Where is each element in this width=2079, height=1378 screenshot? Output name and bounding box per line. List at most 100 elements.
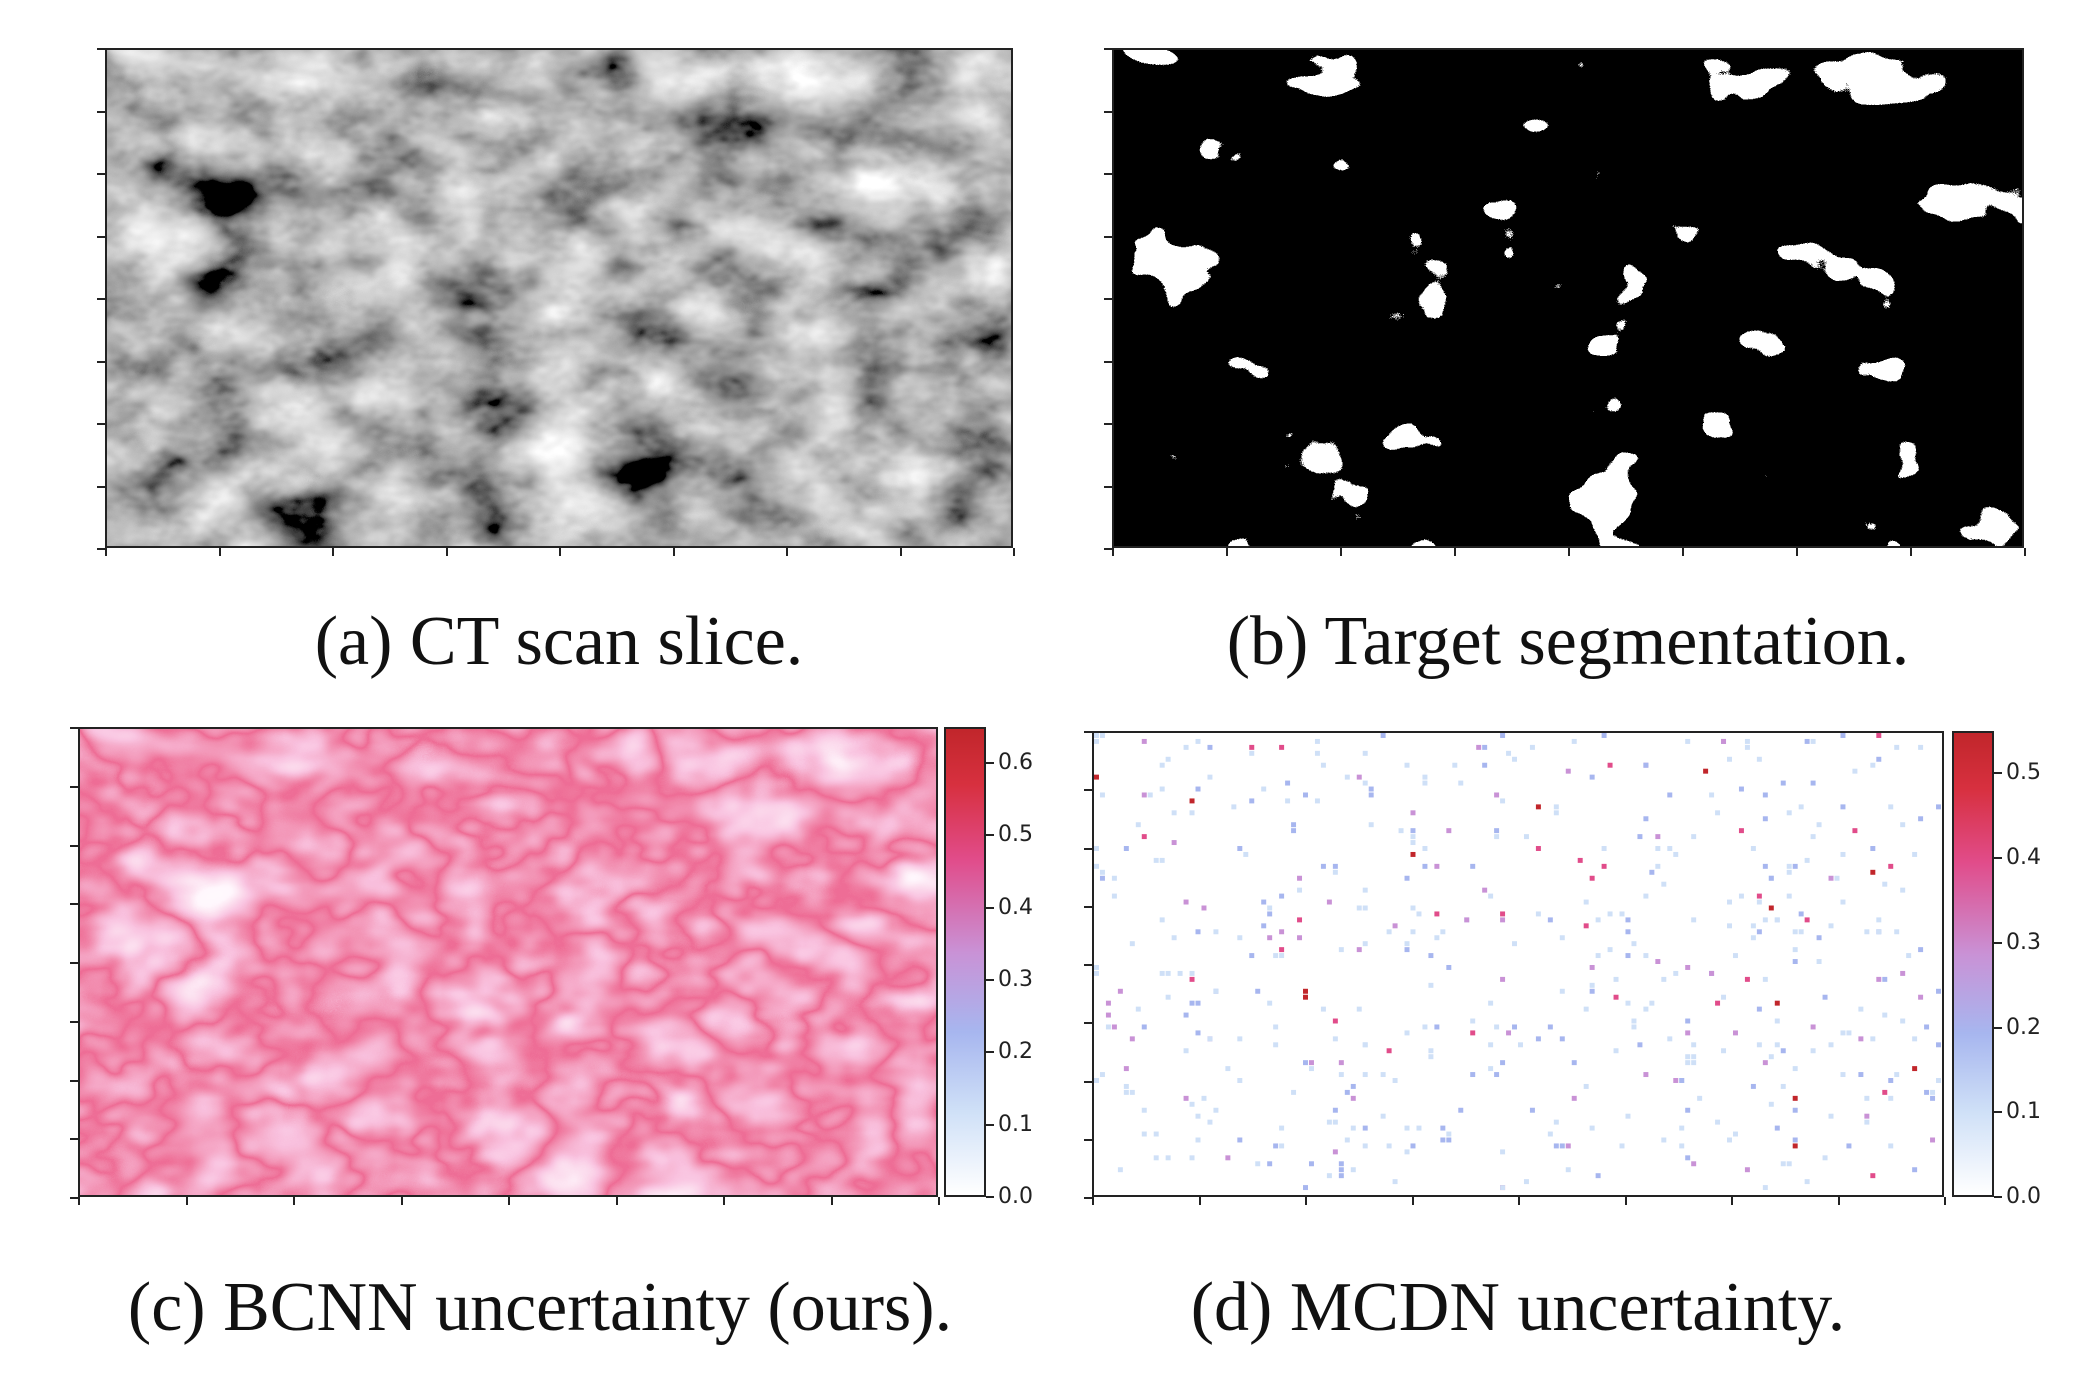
uncertainty-pixel <box>1410 810 1416 816</box>
uncertainty-pixel <box>1792 1107 1798 1113</box>
bcnn-colorbar-tick <box>986 1196 994 1198</box>
uncertainty-pixel <box>1559 1036 1565 1042</box>
uncertainty-pixel <box>1553 804 1559 810</box>
uncertainty-pixel <box>1822 994 1828 1000</box>
uncertainty-pixel <box>1183 899 1189 905</box>
mcdn-colorbar-tick-label: 0.4 <box>2006 845 2041 871</box>
uncertainty-pixel <box>1500 1060 1506 1066</box>
uncertainty-pixel <box>1094 774 1099 780</box>
mcdn-uncertainty-heatmap <box>1092 731 1944 1197</box>
uncertainty-pixel <box>1494 792 1500 798</box>
mcdn-y-tick <box>1084 1197 1092 1199</box>
uncertainty-pixel <box>1404 875 1410 881</box>
uncertainty-pixel <box>1368 792 1374 798</box>
uncertainty-pixel <box>1601 863 1607 869</box>
uncertainty-pixel <box>1165 756 1171 762</box>
ct-scan-x-tick <box>786 548 788 556</box>
mcdn-colorbar-tick-label: 0.0 <box>2006 1184 2041 1209</box>
uncertainty-pixel <box>1099 875 1105 881</box>
uncertainty-pixel <box>1314 750 1320 756</box>
uncertainty-pixel <box>1679 1125 1685 1131</box>
uncertainty-pixel <box>1888 1078 1894 1083</box>
uncertainty-pixel <box>1667 1036 1673 1042</box>
uncertainty-pixel <box>1350 1167 1356 1173</box>
uncertainty-pixel <box>1470 1072 1476 1078</box>
uncertainty-pixel <box>1308 1060 1314 1066</box>
uncertainty-pixel <box>1840 851 1846 857</box>
uncertainty-pixel <box>1780 1083 1786 1089</box>
uncertainty-pixel <box>1876 756 1882 762</box>
uncertainty-pixel <box>1685 1030 1691 1036</box>
uncertainty-pixel <box>1762 1060 1768 1066</box>
uncertainty-pixel <box>1882 976 1888 982</box>
uncertainty-pixel <box>1273 953 1279 959</box>
ct-scan-x-tick <box>105 548 107 556</box>
uncertainty-pixel <box>1924 1024 1930 1030</box>
caption-d: (d) MCDN uncertainty. <box>1190 1269 1846 1346</box>
uncertainty-pixel <box>1732 953 1738 959</box>
uncertainty-pixel <box>1762 792 1768 798</box>
uncertainty-pixel <box>1828 1113 1834 1119</box>
uncertainty-pixel <box>1571 1095 1577 1101</box>
uncertainty-pixel <box>1314 798 1320 804</box>
uncertainty-pixel <box>1380 1113 1386 1119</box>
uncertainty-pixel <box>1362 1072 1368 1078</box>
uncertainty-pixel <box>1261 899 1267 905</box>
bcnn-x-tick <box>508 1197 510 1205</box>
uncertainty-pixel <box>1177 970 1183 976</box>
uncertainty-pixel <box>1786 863 1792 869</box>
uncertainty-pixel <box>1386 1143 1392 1149</box>
uncertainty-pixel <box>1291 1089 1297 1095</box>
uncertainty-pixel <box>1798 929 1804 935</box>
segmentation-y-tick <box>1104 173 1112 175</box>
mcdn-y-tick <box>1084 731 1092 733</box>
uncertainty-pixel <box>1583 1006 1589 1012</box>
uncertainty-pixel <box>1822 1155 1828 1161</box>
uncertainty-pixel <box>1547 1024 1553 1030</box>
uncertainty-pixel <box>1237 1137 1243 1143</box>
uncertainty-pixel <box>1756 929 1762 935</box>
uncertainty-pixel <box>1643 893 1649 899</box>
bcnn-y-tick <box>70 727 78 729</box>
uncertainty-pixel <box>1368 822 1374 828</box>
uncertainty-pixel <box>1434 911 1440 917</box>
uncertainty-pixel <box>1625 917 1631 923</box>
ct-scan-y-tick <box>97 423 105 425</box>
uncertainty-pixel <box>1685 1054 1691 1060</box>
uncertainty-pixel <box>1840 899 1846 905</box>
uncertainty-pixel <box>1918 816 1924 822</box>
uncertainty-pixel <box>1159 762 1165 768</box>
mcdn-y-tick <box>1084 905 1092 908</box>
mcdn-x-tick <box>1092 1197 1094 1205</box>
uncertainty-pixel <box>1500 1149 1506 1155</box>
uncertainty-pixel <box>1529 1107 1535 1113</box>
bcnn-x-tick <box>615 1197 618 1205</box>
uncertainty-pixel <box>1846 1030 1852 1036</box>
uncertainty-pixel <box>1273 1143 1279 1149</box>
uncertainty-pixel <box>1858 1006 1864 1012</box>
uncertainty-pixel <box>1810 738 1816 744</box>
uncertainty-pixel <box>1297 887 1303 893</box>
uncertainty-pixel <box>1213 988 1219 994</box>
uncertainty-pixel <box>1344 1137 1350 1143</box>
uncertainty-pixel <box>1780 1048 1786 1054</box>
uncertainty-pixel <box>1553 1119 1559 1125</box>
uncertainty-pixel <box>1589 1125 1595 1131</box>
uncertainty-pixel <box>1732 1131 1738 1137</box>
bcnn-y-tick <box>70 1020 78 1023</box>
bcnn-colorbar-tick-label: 0.4 <box>998 894 1033 920</box>
uncertainty-pixel <box>1356 1006 1362 1012</box>
uncertainty-pixel <box>1386 1048 1392 1054</box>
uncertainty-pixel <box>1744 1167 1750 1173</box>
target-segmentation-image <box>1112 48 2024 548</box>
uncertainty-pixel <box>1410 905 1416 911</box>
mcdn-colorbar-tick <box>1994 772 2002 775</box>
uncertainty-pixel <box>1452 762 1458 768</box>
uncertainty-pixel <box>1768 905 1774 911</box>
uncertainty-pixel <box>1422 863 1428 869</box>
uncertainty-pixel <box>1667 846 1673 851</box>
ct-scan-y-tick <box>97 235 105 238</box>
uncertainty-pixel <box>1762 976 1768 982</box>
uncertainty-pixel <box>1303 792 1308 798</box>
ct-scan-y-tick <box>97 298 105 300</box>
